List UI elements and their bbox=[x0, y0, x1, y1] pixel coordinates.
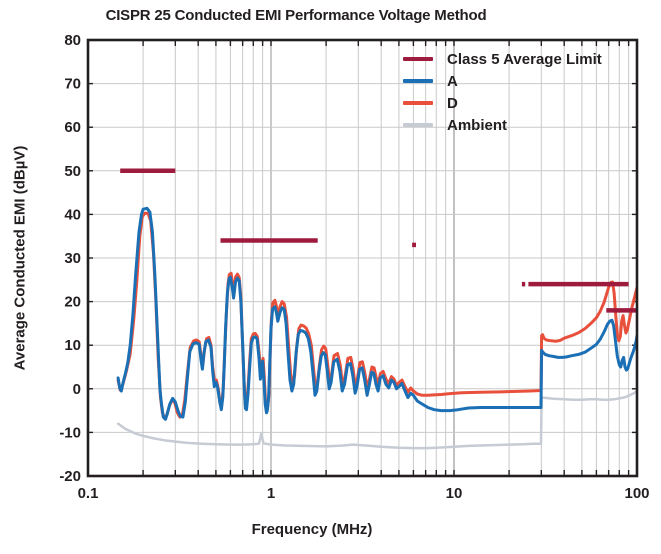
x-axis-label: Frequency (MHz) bbox=[251, 521, 373, 538]
series-lines bbox=[116, 168, 637, 450]
legend-item-a: A bbox=[403, 70, 602, 92]
legend-label-a: A bbox=[447, 72, 458, 90]
x-tick-label: 1 bbox=[267, 485, 275, 502]
x-tick-label: 100 bbox=[624, 485, 649, 502]
y-tick-label: 40 bbox=[64, 206, 81, 223]
legend: Class 5 Average Limit A D Ambient bbox=[403, 48, 602, 136]
x-tick-label: 0.1 bbox=[78, 485, 99, 502]
chart-title: CISPR 25 Conducted EMI Performance Volta… bbox=[105, 7, 487, 24]
y-tick-label: 0 bbox=[73, 381, 81, 398]
axis-tick-labels: 0.1 1 10 100 -20 -10 0 10 20 30 40 50 60 70 80 bbox=[59, 32, 649, 502]
series-a-swatch bbox=[403, 79, 433, 83]
y-tick-label: 80 bbox=[64, 32, 81, 49]
y-tick-label: 30 bbox=[64, 250, 81, 267]
y-tick-label: -10 bbox=[59, 424, 81, 441]
legend-label-class5-limit: Class 5 Average Limit bbox=[447, 50, 602, 68]
y-tick-label: -20 bbox=[59, 468, 81, 485]
limit-line-swatch bbox=[403, 57, 433, 61]
legend-label-ambient: Ambient bbox=[447, 116, 507, 134]
gridlines bbox=[88, 40, 637, 476]
ambient-swatch bbox=[403, 123, 433, 127]
y-tick-label: 10 bbox=[64, 337, 81, 354]
legend-item-d: D bbox=[403, 92, 602, 114]
x-tick-label: 10 bbox=[446, 485, 463, 502]
y-tick-label: 70 bbox=[64, 76, 81, 93]
series-d-swatch bbox=[403, 101, 433, 105]
y-tick-label: 50 bbox=[64, 163, 81, 180]
plot-frame bbox=[86, 38, 639, 478]
legend-item-ambient: Ambient bbox=[403, 114, 602, 136]
y-axis-label: Average Conducted EMI (dBµV) bbox=[11, 145, 29, 371]
y-tick-label: 60 bbox=[64, 119, 81, 136]
series-ambient-line bbox=[116, 390, 637, 450]
y-tick-label: 20 bbox=[64, 294, 81, 311]
legend-label-d: D bbox=[447, 94, 458, 112]
series-a-line bbox=[116, 206, 637, 421]
legend-item-class5-limit: Class 5 Average Limit bbox=[403, 48, 602, 70]
